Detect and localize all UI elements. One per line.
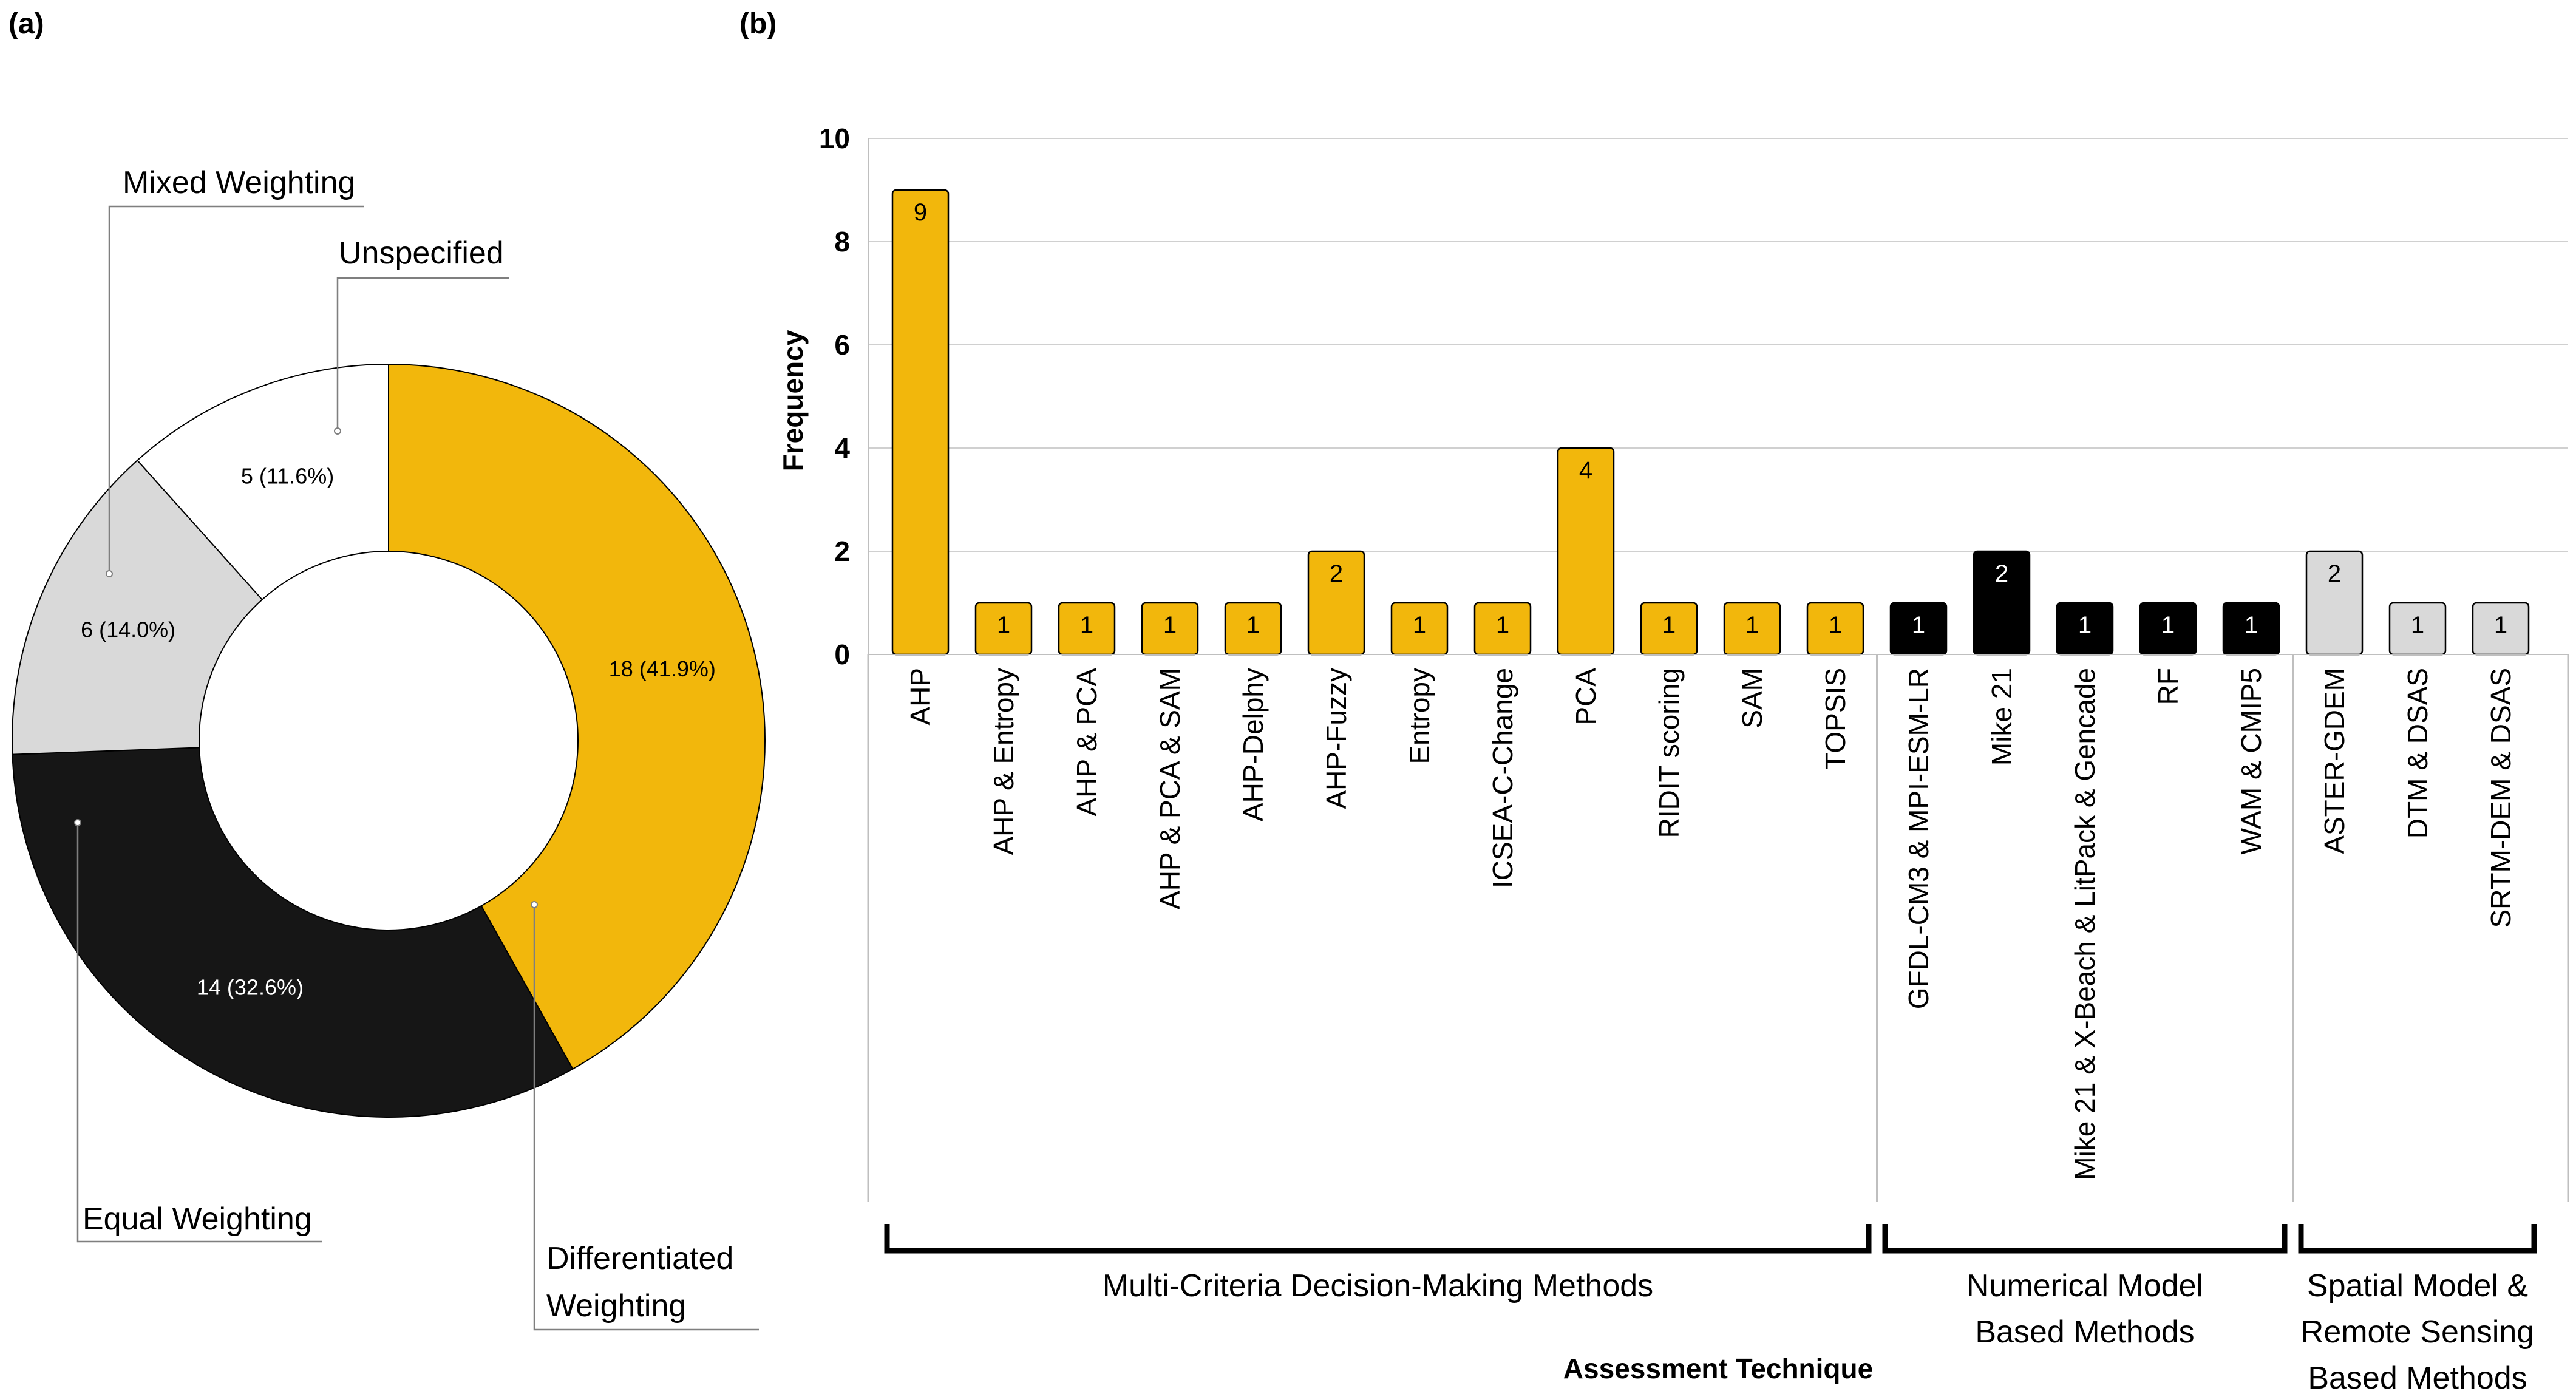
bar-value-label: 1 xyxy=(1413,612,1426,639)
x-tick-label: ICSEA-C-Change xyxy=(1487,668,1518,888)
callout-anchor-dot xyxy=(334,427,341,435)
y-tick-label: 4 xyxy=(834,432,850,464)
y-tick-label: 0 xyxy=(834,639,850,670)
bar-value-label: 1 xyxy=(2161,612,2175,639)
bar-value-label: 9 xyxy=(914,199,927,226)
callout-label: Equal Weighting xyxy=(83,1202,312,1237)
x-tick-label: RF xyxy=(2152,668,2184,705)
bar-value-label: 1 xyxy=(1912,612,1925,639)
bar-chart: 0 2 4 6 8 10 9 AHP 1 AHP & Entropy 1 AHP & PCA 1 AHP … xyxy=(819,123,2569,1396)
group-label: Multi-Criteria Decision-Making Methods xyxy=(1103,1268,1653,1304)
group-label: Numerical Model xyxy=(1966,1268,2203,1304)
callout-anchor-dot xyxy=(74,819,81,826)
group-bracket xyxy=(2298,1224,2537,1254)
bar-value-label: 4 xyxy=(1579,457,1592,484)
group-bracket xyxy=(1882,1224,2288,1254)
y-axis-title: Frequency xyxy=(777,330,809,471)
y-tick-label: 8 xyxy=(834,226,850,257)
y-tick-label: 6 xyxy=(834,329,850,361)
x-tick-label: RIDIT scoring xyxy=(1653,668,1685,838)
x-tick-label: AHP & PCA xyxy=(1071,668,1103,817)
donut-slice-label: 6 (14.0%) xyxy=(81,617,175,642)
bar-value-label: 1 xyxy=(1745,612,1759,639)
bar-value-label: 1 xyxy=(1246,612,1260,639)
callout-anchor-dot xyxy=(106,570,113,577)
callout-label: Unspecified xyxy=(339,236,504,271)
bar-value-label: 2 xyxy=(1995,560,2008,587)
x-tick-label: TOPSIS xyxy=(1820,668,1851,770)
donut-slice-label: 18 (41.9%) xyxy=(609,656,716,681)
callout-leader-line xyxy=(533,905,759,1331)
callout-leader-line xyxy=(76,823,322,1243)
donut-slice-label: 5 (11.6%) xyxy=(241,464,334,489)
bar-value-label: 1 xyxy=(2245,612,2258,639)
bar-value-label: 1 xyxy=(2411,612,2424,639)
bar-value-label: 1 xyxy=(1496,612,1509,639)
bar-value-label: 1 xyxy=(1163,612,1177,639)
x-tick-label: WAM & CMIP5 xyxy=(2235,668,2267,855)
callout-label: Mixed Weighting xyxy=(123,165,355,200)
bar-0 xyxy=(891,189,950,656)
callout-leader-line xyxy=(336,277,509,431)
donut-slice-label: 14 (32.6%) xyxy=(197,974,304,999)
donut-slice-1 xyxy=(12,747,574,1118)
bar-value-label: 1 xyxy=(2078,612,2092,639)
x-tick-label: AHP & PCA & SAM xyxy=(1154,668,1186,909)
bar-value-label: 2 xyxy=(1330,560,1343,587)
x-tick-label: AHP & Entropy xyxy=(988,668,1019,855)
x-tick-label: Mike 21 xyxy=(1986,668,2017,766)
group-label: Spatial Model & xyxy=(2307,1268,2528,1304)
bar-value-label: 1 xyxy=(997,612,1010,639)
group-label: Based Methods xyxy=(2308,1361,2527,1396)
x-tick-label: PCA xyxy=(1570,668,1602,726)
x-tick-label: Mike 21 & X-Beach & LitPack & Gencade xyxy=(2069,668,2101,1180)
x-tick-label: AHP-Fuzzy xyxy=(1320,668,1352,809)
donut-slice-2 xyxy=(12,459,263,755)
panel-a-label: (a) xyxy=(8,8,44,40)
x-tick-label: DTM & DSAS xyxy=(2402,668,2433,838)
panel-b-label: (b) xyxy=(739,8,777,40)
group-label: Based Methods xyxy=(1975,1314,2194,1350)
donut-chart: 18 (41.9%) 14 (32.6%) 6 (14.0%) 5 (11.6%) Di… xyxy=(12,165,766,1331)
y-tick-label: 10 xyxy=(819,123,850,154)
y-tick-label: 2 xyxy=(834,535,850,567)
callout-label: Weighting xyxy=(546,1288,686,1324)
callout-label: Differentiated xyxy=(546,1241,733,1276)
bar-value-label: 2 xyxy=(2328,560,2341,587)
x-tick-label: ASTER-GDEM xyxy=(2319,668,2350,854)
bar-value-label: 1 xyxy=(2494,612,2507,639)
callout-anchor-dot xyxy=(531,901,538,908)
x-tick-label: SRTM-DEM & DSAS xyxy=(2485,668,2517,928)
bar-value-label: 1 xyxy=(1662,612,1676,639)
x-tick-label: GFDL-CM3 & MPI-ESM-LR xyxy=(1903,668,1934,1009)
x-tick-label: SAM xyxy=(1736,668,1768,729)
x-tick-label: AHP xyxy=(905,668,936,726)
x-axis-title: Assessment Technique xyxy=(1563,1353,1873,1384)
group-label: Remote Sensing xyxy=(2301,1314,2534,1350)
x-tick-label: AHP-Delphy xyxy=(1237,668,1269,821)
callout-leader-line xyxy=(108,205,364,574)
bar-value-label: 1 xyxy=(1080,612,1093,639)
bar-value-label: 1 xyxy=(1829,612,1842,639)
donut-slice-3 xyxy=(136,363,389,601)
donut-slice-0 xyxy=(388,363,766,1070)
x-tick-label: Entropy xyxy=(1404,668,1435,764)
group-bracket xyxy=(884,1224,1872,1254)
